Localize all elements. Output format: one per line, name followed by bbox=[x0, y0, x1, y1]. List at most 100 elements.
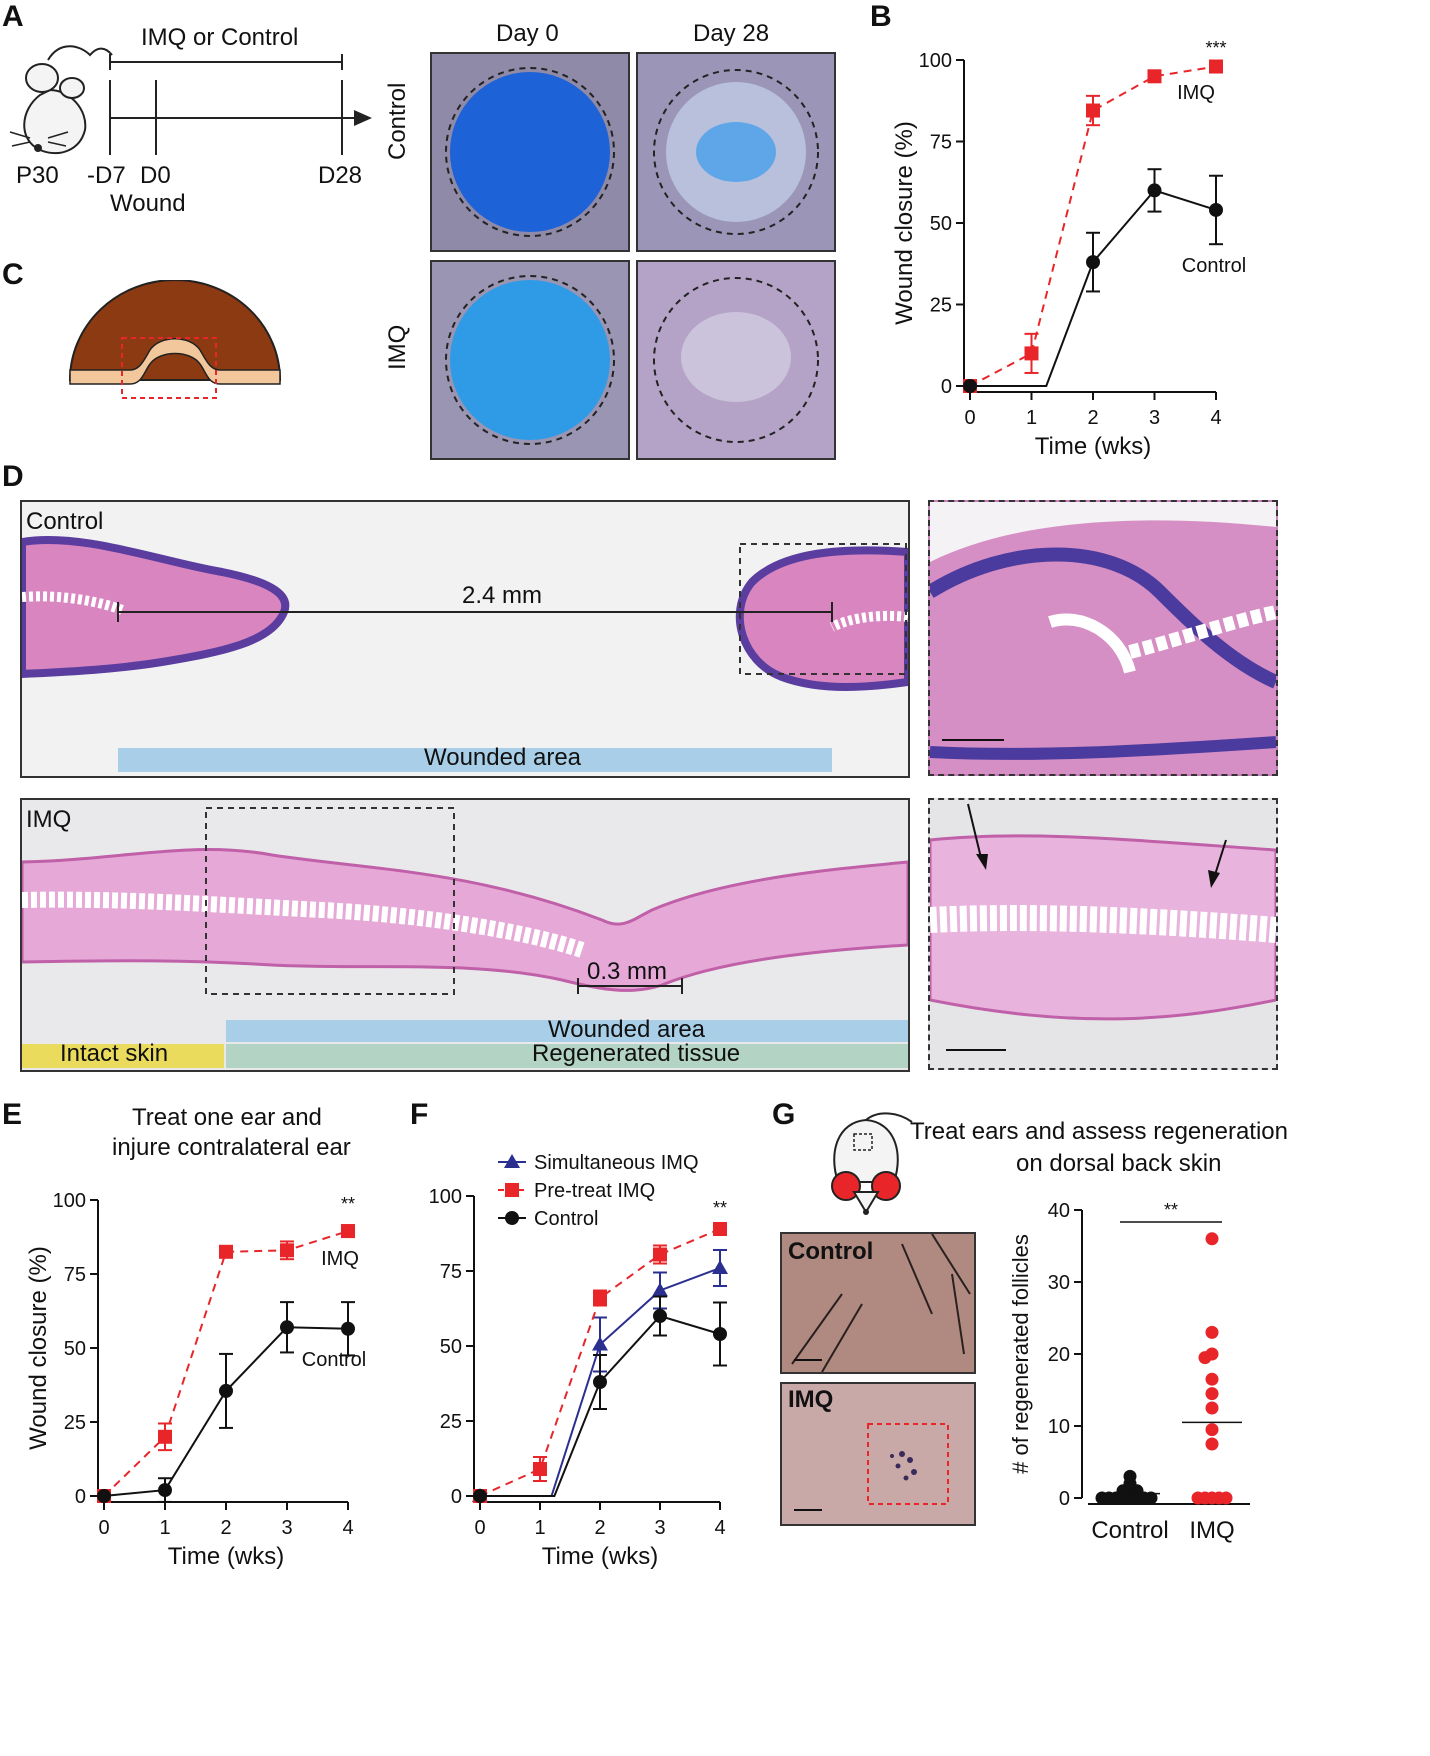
y-tick-label: 100 bbox=[429, 1186, 462, 1208]
panel-letter-f: F bbox=[410, 1098, 429, 1131]
x-tick-label: 2 bbox=[220, 1517, 231, 1539]
significance: ** bbox=[713, 1198, 727, 1218]
y-tick-label: 10 bbox=[1048, 1416, 1070, 1438]
data-point bbox=[1205, 1372, 1219, 1386]
column-day-28: Day 28 bbox=[693, 20, 770, 47]
data-point bbox=[219, 1244, 233, 1259]
legend-label: Control bbox=[534, 1208, 598, 1230]
bar-regenerated-tissue: Regenerated tissue bbox=[532, 1040, 741, 1067]
series-label-control: Control bbox=[302, 1349, 366, 1371]
data-point bbox=[97, 1489, 111, 1503]
data-point bbox=[653, 1309, 667, 1323]
wound-photo-control-day0 bbox=[430, 52, 630, 252]
histology-control-label: Control bbox=[26, 508, 104, 535]
data-point bbox=[593, 1375, 607, 1389]
legend-marker bbox=[505, 1183, 519, 1197]
wound-photo-imq-day0 bbox=[430, 260, 630, 460]
series-line bbox=[969, 65, 1217, 387]
y-tick-label: 40 bbox=[1048, 1200, 1070, 1222]
ear-diagram bbox=[68, 280, 282, 399]
data-point bbox=[1198, 1351, 1212, 1365]
x-tick-label: 3 bbox=[1149, 407, 1160, 429]
x-axis-label: Time (wks) bbox=[1035, 433, 1151, 460]
legend-label: Pre-treat IMQ bbox=[534, 1180, 655, 1202]
panel-e-title-2: injure contralateral ear bbox=[112, 1134, 351, 1161]
data-point bbox=[1205, 1437, 1219, 1451]
y-axis-label: Wound closure (%) bbox=[25, 1246, 52, 1450]
significance: ** bbox=[341, 1194, 355, 1214]
series-label-imq: IMQ bbox=[1177, 82, 1215, 104]
histology-imq-label: IMQ bbox=[26, 806, 72, 833]
x-tick-label: 4 bbox=[342, 1517, 353, 1539]
legend-label: Simultaneous IMQ bbox=[534, 1152, 699, 1174]
chart-e: 0 25 50 75 100 0 1 2 3 4 Time (wks) Wound closure (… bbox=[25, 1190, 366, 1570]
data-point bbox=[712, 1260, 728, 1274]
data-point bbox=[593, 1291, 607, 1305]
wound-label: Wound bbox=[110, 190, 186, 217]
y-tick-label: 25 bbox=[930, 295, 952, 317]
data-point bbox=[158, 1483, 172, 1498]
y-tick-label: 50 bbox=[440, 1336, 462, 1358]
data-point bbox=[1209, 59, 1223, 74]
row-label-imq: IMQ bbox=[384, 324, 411, 370]
significance: ** bbox=[1164, 1200, 1178, 1220]
data-point bbox=[653, 1247, 667, 1262]
y-tick-label: 30 bbox=[1048, 1272, 1070, 1294]
panel-letter-g: G bbox=[772, 1098, 796, 1131]
data-point bbox=[280, 1243, 294, 1258]
wound-photo-control-day28 bbox=[636, 52, 836, 252]
column-day-0: Day 0 bbox=[496, 20, 559, 47]
x-tick-label: 2 bbox=[1087, 407, 1098, 429]
panel-g-title-1: Treat ears and assess regeneration bbox=[910, 1118, 1288, 1145]
skin-photo-control-label: Control bbox=[788, 1238, 874, 1265]
y-tick-label: 100 bbox=[53, 1190, 86, 1212]
panel-letter-b: B bbox=[870, 0, 892, 33]
measure-0-3mm: 0.3 mm bbox=[587, 958, 668, 985]
data-point bbox=[1219, 1491, 1233, 1505]
legend-marker bbox=[504, 1154, 520, 1168]
y-tick-label: 100 bbox=[919, 50, 952, 72]
data-point bbox=[1147, 69, 1162, 84]
panel-a-schematic bbox=[9, 45, 372, 155]
y-axis-label: Wound closure (%) bbox=[891, 121, 918, 325]
y-tick-label: 75 bbox=[440, 1261, 462, 1283]
bar-intact-skin: Intact skin bbox=[60, 1040, 169, 1067]
y-tick-label: 25 bbox=[440, 1411, 462, 1433]
panel-e-title-1: Treat one ear and bbox=[132, 1104, 322, 1131]
data-point bbox=[219, 1383, 233, 1398]
panel-letter-a: A bbox=[2, 0, 24, 33]
significance: *** bbox=[1205, 38, 1226, 58]
data-point bbox=[158, 1429, 172, 1444]
y-tick-label: 0 bbox=[451, 1486, 462, 1508]
data-point bbox=[1205, 1423, 1219, 1437]
arrow-icon bbox=[1208, 870, 1220, 888]
skin-photo-imq bbox=[780, 1382, 976, 1526]
panel-letter-e: E bbox=[2, 1098, 23, 1131]
x-tick-label: 0 bbox=[98, 1517, 109, 1539]
y-tick-label: 0 bbox=[75, 1486, 86, 1508]
data-point bbox=[473, 1489, 487, 1503]
bar-wounded-area-imq: Wounded area bbox=[548, 1016, 706, 1043]
x-tick-label: 1 bbox=[159, 1517, 170, 1539]
panel-letter-c: C bbox=[2, 258, 24, 291]
x-tick-label: 0 bbox=[474, 1517, 485, 1539]
y-tick-label: 50 bbox=[64, 1338, 86, 1360]
data-point bbox=[713, 1327, 727, 1341]
x-axis-label: Time (wks) bbox=[168, 1543, 284, 1570]
y-tick-label: 75 bbox=[64, 1264, 86, 1286]
y-tick-label: 50 bbox=[930, 213, 952, 235]
data-point bbox=[533, 1462, 547, 1476]
series-line bbox=[103, 1230, 349, 1497]
data-point bbox=[341, 1321, 355, 1336]
y-tick-label: 20 bbox=[1048, 1344, 1070, 1366]
legend-marker bbox=[505, 1211, 519, 1225]
y-axis-label: # of regenerated follicles bbox=[1008, 1234, 1033, 1474]
data-point bbox=[1147, 183, 1162, 198]
panel-g-title-2: on dorsal back skin bbox=[1016, 1150, 1222, 1177]
x-tick-label: 3 bbox=[281, 1517, 292, 1539]
x-tick-label: 1 bbox=[534, 1517, 545, 1539]
wound-photo-imq-day28 bbox=[636, 260, 836, 460]
y-tick-label: 25 bbox=[64, 1412, 86, 1434]
chart-f: 0 25 50 75 100 0 1 2 3 4 Time (wks) ** Simultaneous … bbox=[429, 1152, 728, 1570]
data-point bbox=[963, 379, 977, 393]
